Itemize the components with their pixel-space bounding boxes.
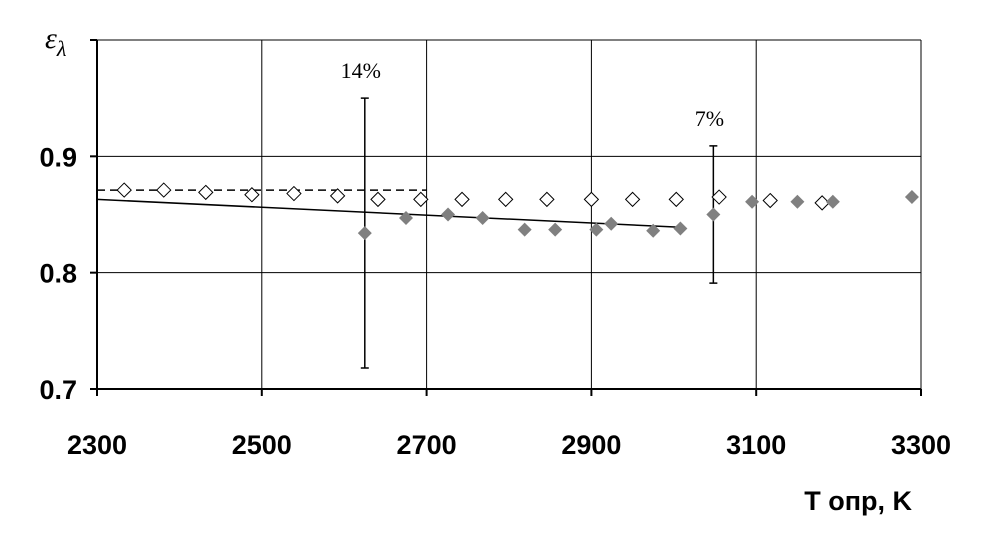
data-point — [814, 195, 830, 211]
data-point — [668, 191, 684, 208]
data-point — [517, 222, 532, 237]
data-point — [357, 226, 372, 241]
data-point — [706, 207, 721, 222]
data-point — [475, 210, 490, 225]
data-point — [441, 207, 456, 222]
data-point — [583, 191, 600, 208]
x-tick-label: 2700 — [397, 430, 457, 460]
x-tick-label: 3100 — [726, 430, 786, 460]
data-point — [244, 187, 260, 203]
data-point — [329, 188, 346, 204]
data-point — [156, 182, 172, 198]
data-point — [646, 223, 661, 238]
data-point — [370, 191, 386, 208]
data-point — [399, 210, 413, 225]
x-tick-label: 2900 — [561, 430, 621, 460]
data-point — [539, 191, 555, 208]
data-point — [413, 191, 429, 208]
data-point — [548, 222, 563, 237]
y-tick-label: 0.9 — [39, 142, 77, 172]
data-point — [624, 191, 641, 208]
annotation: 7% — [695, 106, 724, 131]
data-point — [286, 185, 302, 202]
data-point — [790, 194, 805, 209]
y-label-subscript: λ — [56, 36, 67, 61]
data-point — [673, 221, 688, 236]
trend-line — [96, 198, 681, 229]
data-point — [454, 191, 470, 208]
data-point — [497, 191, 514, 208]
y-label-symbol: ε — [45, 22, 57, 55]
data-point — [198, 184, 214, 201]
data-point — [711, 189, 727, 205]
annotation: 14% — [341, 58, 381, 83]
data-point — [745, 194, 760, 209]
y-tick-label: 0.7 — [39, 375, 77, 405]
x-tick-label: 2300 — [67, 430, 127, 460]
y-tick-label: 0.8 — [39, 259, 77, 289]
data-point — [825, 194, 840, 209]
x-tick-label: 2500 — [232, 430, 292, 460]
x-tick-label: 3300 — [891, 430, 951, 460]
x-axis-label: T опр, K — [804, 486, 912, 516]
y-axis-label: ελ — [45, 22, 66, 61]
data-point — [604, 216, 619, 231]
data-point — [589, 222, 604, 237]
data-point — [762, 192, 778, 209]
data-point — [116, 182, 132, 198]
data-point — [904, 190, 919, 205]
